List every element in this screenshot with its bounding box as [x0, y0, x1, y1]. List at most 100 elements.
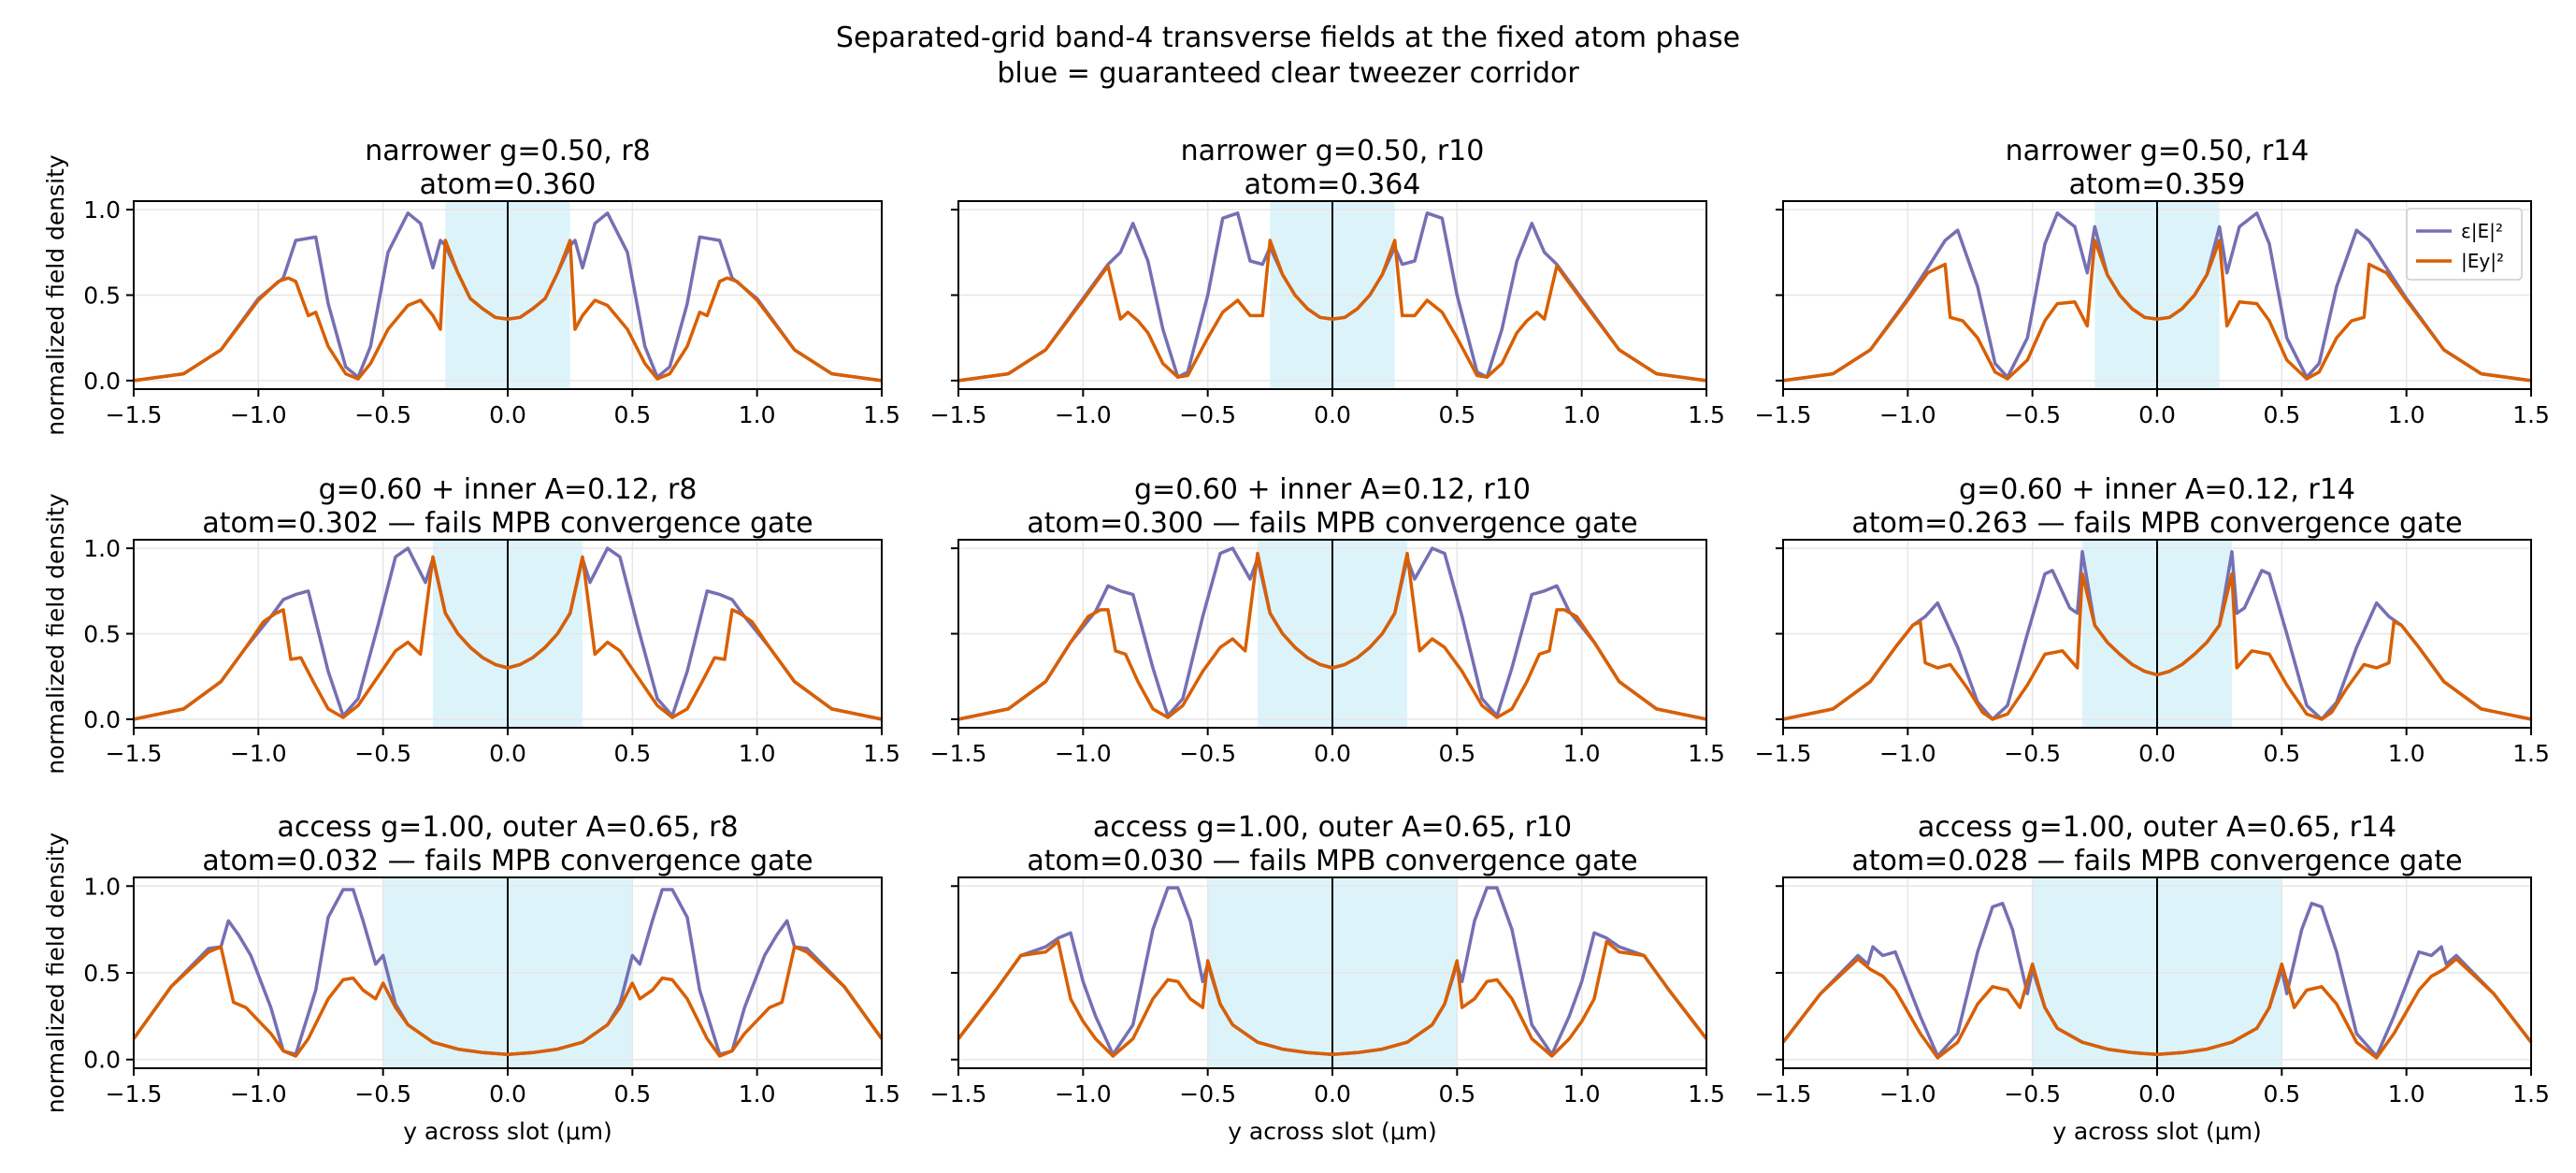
x-tick-label: 0.5 [613, 1080, 651, 1108]
x-tick-label: 1.5 [2512, 401, 2550, 428]
x-tick-label: −0.5 [354, 740, 411, 767]
y-axis-label: normalized field density [42, 154, 69, 436]
subplot-title: narrower g=0.50, r14 [2006, 135, 2310, 167]
subplot-title: narrower g=0.50, r10 [1181, 135, 1485, 167]
x-tick-label: 0.0 [2138, 1080, 2176, 1108]
x-tick-label: 1.5 [2512, 740, 2550, 767]
x-tick-label: 0.0 [2138, 401, 2176, 428]
x-tick-label: −1.0 [1055, 740, 1112, 767]
subplot-subtitle: atom=0.032 — fails MPB convergence gate [202, 845, 813, 877]
y-tick-label: 0.0 [83, 1047, 121, 1074]
y-axis-label: normalized field density [42, 833, 69, 1114]
x-tick-label: −1.5 [930, 401, 987, 428]
legend-label: ε|E|² [2461, 220, 2503, 242]
x-tick-label: −1.0 [1879, 740, 1936, 767]
x-tick-label: 0.0 [489, 740, 526, 767]
series-line-Ey2 [957, 551, 1707, 721]
x-axis-label: y across slot (μm) [1228, 1118, 1437, 1145]
y-axis-label: normalized field density [42, 493, 69, 775]
subplot-subtitle: atom=0.302 — fails MPB convergence gate [202, 507, 813, 540]
x-tick-label: 0.5 [1438, 401, 1475, 428]
subplot-subtitle: atom=0.300 — fails MPB convergence gate [1027, 507, 1637, 540]
x-tick-label: 1.0 [739, 740, 776, 767]
x-tick-label: −0.5 [1179, 740, 1236, 767]
x-tick-label: 0.5 [1438, 740, 1475, 767]
x-tick-label: −0.5 [2004, 1080, 2061, 1108]
figure-title: Separated-grid band-4 transverse fields … [836, 22, 1740, 54]
x-tick-label: 1.5 [863, 740, 900, 767]
x-tick-label: −1.5 [930, 740, 987, 767]
subplot-title: g=0.60 + inner A=0.12, r8 [319, 473, 698, 506]
subplot-subtitle: atom=0.030 — fails MPB convergence gate [1027, 845, 1637, 877]
x-tick-label: −1.5 [106, 740, 163, 767]
subplot-9: access g=1.00, outer A=0.65, r14atom=0.0… [1755, 811, 2550, 1145]
figure-subtitle: blue = guaranteed clear tweezer corridor [997, 57, 1579, 90]
x-tick-label: −1.0 [1055, 1080, 1112, 1108]
x-axis-label: y across slot (μm) [403, 1118, 612, 1145]
x-tick-label: 1.0 [1563, 1080, 1601, 1108]
x-tick-label: 0.0 [1314, 740, 1351, 767]
series-line-Ey2 [957, 939, 1708, 1058]
x-tick-label: 0.0 [489, 401, 526, 428]
x-tick-label: 1.5 [863, 401, 900, 428]
x-tick-label: 1.5 [1688, 401, 1725, 428]
x-tick-label: 1.5 [863, 1080, 900, 1108]
x-tick-label: 1.0 [2388, 1080, 2425, 1108]
x-tick-label: 0.5 [613, 740, 651, 767]
series-line-Ey2 [133, 239, 883, 383]
x-tick-label: −1.5 [106, 401, 163, 428]
subplot-7: access g=1.00, outer A=0.65, r8atom=0.03… [42, 811, 900, 1145]
x-tick-label: 0.5 [2263, 1080, 2300, 1108]
series-line-Ey2 [1782, 572, 2532, 721]
legend: ε|E|² |Ey|² [2406, 208, 2523, 281]
x-tick-label: −1.5 [930, 1080, 987, 1108]
x-tick-label: −1.0 [230, 401, 287, 428]
series-line-Ey2 [1781, 957, 2533, 1060]
y-tick-label: 0.5 [83, 282, 121, 310]
subplot-8: access g=1.00, outer A=0.65, r10atom=0.0… [930, 811, 1725, 1145]
subplot-title: g=0.60 + inner A=0.12, r10 [1134, 473, 1531, 506]
subplot-title: narrower g=0.50, r8 [365, 135, 651, 167]
x-tick-label: 1.0 [2388, 401, 2425, 428]
x-tick-label: 0.5 [2263, 401, 2300, 428]
subplot-subtitle: atom=0.028 — fails MPB convergence gate [1851, 845, 2462, 877]
y-tick-label: 0.0 [83, 368, 121, 395]
subplot-title: access g=1.00, outer A=0.65, r10 [1093, 811, 1572, 844]
y-tick-label: 1.0 [83, 196, 121, 224]
x-tick-label: −0.5 [354, 1080, 411, 1108]
x-tick-label: 1.0 [739, 1080, 776, 1108]
subplot-title: g=0.60 + inner A=0.12, r14 [1959, 473, 2355, 506]
x-tick-label: −0.5 [1179, 401, 1236, 428]
x-tick-label: 1.0 [1563, 740, 1601, 767]
x-tick-label: 0.0 [1314, 401, 1351, 428]
x-tick-label: 1.5 [1688, 1080, 1725, 1108]
x-tick-label: 0.5 [2263, 740, 2300, 767]
x-tick-label: −1.0 [230, 1080, 287, 1108]
x-tick-label: −0.5 [2004, 740, 2061, 767]
series-line-Ey2 [133, 555, 883, 721]
x-tick-label: −1.0 [1055, 401, 1112, 428]
x-tick-label: 0.0 [1314, 1080, 1351, 1108]
series-line-Ey2 [957, 239, 1707, 383]
y-tick-label: 0.5 [83, 621, 121, 648]
series-line-Ey2 [132, 945, 884, 1058]
subplot-title: access g=1.00, outer A=0.65, r14 [1918, 811, 2396, 844]
x-tick-label: 0.5 [613, 401, 651, 428]
x-tick-label: −0.5 [1179, 1080, 1236, 1108]
x-tick-label: 0.0 [489, 1080, 526, 1108]
x-tick-label: 1.0 [2388, 740, 2425, 767]
x-tick-label: −0.5 [354, 401, 411, 428]
series-line-Ey2 [1782, 239, 2532, 383]
subplot-subtitle: atom=0.359 [2069, 168, 2246, 201]
x-tick-label: −1.5 [1755, 401, 1812, 428]
x-tick-label: 1.0 [739, 401, 776, 428]
x-tick-label: −1.0 [1879, 401, 1936, 428]
x-tick-label: −1.5 [1755, 740, 1812, 767]
